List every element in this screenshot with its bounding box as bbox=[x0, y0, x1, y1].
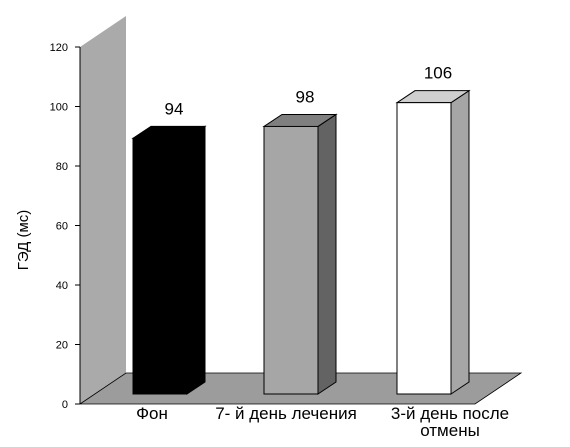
bar bbox=[262, 113, 338, 395]
bar-side bbox=[450, 89, 470, 395]
data-label: 106 bbox=[424, 64, 452, 83]
y-tick-label: 100 bbox=[50, 102, 68, 114]
x-tick-label: 3-й день после bbox=[391, 404, 509, 423]
data-label: 94 bbox=[165, 99, 184, 118]
bar bbox=[395, 89, 471, 395]
y-tick-label: 60 bbox=[56, 221, 68, 233]
x-tick-label: 7- й день лечения bbox=[215, 404, 357, 423]
y-axis-label: ГЭД (мс) bbox=[15, 210, 32, 271]
y-tick-label: 40 bbox=[56, 280, 68, 292]
x-tick-label: Фон bbox=[136, 404, 168, 423]
bar bbox=[131, 125, 207, 395]
bar-side bbox=[186, 125, 206, 395]
bar-front bbox=[263, 125, 319, 395]
y-tick-label: 0 bbox=[62, 399, 68, 411]
y-axis: 0 20 40 60 80 100 120 ГЭД (мс) bbox=[15, 42, 81, 411]
back-wall bbox=[80, 16, 126, 404]
data-label: 98 bbox=[296, 87, 315, 106]
y-tick-label: 120 bbox=[50, 42, 68, 54]
bar-side bbox=[317, 113, 337, 395]
bars bbox=[131, 89, 471, 395]
bar-front bbox=[396, 102, 452, 395]
y-tick-label: 80 bbox=[56, 161, 68, 173]
bar-front bbox=[132, 137, 188, 395]
x-tick-label: отмены bbox=[420, 421, 480, 440]
chart-labels: 94 Фон 98 7- й день лечения 106 3-й день посл… bbox=[136, 64, 509, 440]
y-tick-label: 20 bbox=[56, 340, 68, 352]
